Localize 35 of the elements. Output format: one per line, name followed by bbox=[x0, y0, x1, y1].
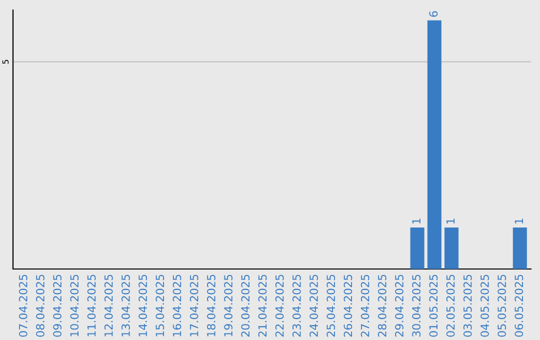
x-tick-label: 13.04.2025 bbox=[122, 274, 130, 336]
x-tick-label: 15.04.2025 bbox=[156, 274, 164, 336]
x-tick-label: 23.04.2025 bbox=[292, 274, 301, 337]
x-tick-label: 27.04.2025 bbox=[360, 274, 370, 337]
x-tick-label: 08.04.2025 bbox=[36, 274, 44, 337]
x-tick-label: 14.04.2025 bbox=[138, 274, 148, 336]
data-label: 1 bbox=[446, 218, 455, 224]
x-tick-label: 30.04.2025 bbox=[412, 274, 421, 337]
x-tick-label: 26.04.2025 bbox=[344, 274, 352, 337]
x-tick-label: 02.05.2025 bbox=[446, 274, 455, 337]
x-tick-label: 16.04.2025 bbox=[172, 274, 182, 336]
x-tick-label: 25.04.2025 bbox=[326, 274, 336, 337]
x-tick-label: 12.04.2025 bbox=[104, 274, 113, 336]
x-tick-label: 04.05.2025 bbox=[480, 274, 489, 337]
x-tick-label: 17.04.2025 bbox=[190, 274, 198, 336]
x-tick-label: 20.04.2025 bbox=[241, 274, 250, 337]
x-tick-label: 22.04.2025 bbox=[275, 274, 284, 337]
x-tick-label: 28.04.2025 bbox=[378, 274, 386, 337]
x-tick-label: 29.04.2025 bbox=[395, 274, 404, 337]
x-tick-label: 11.04.2025 bbox=[87, 274, 96, 336]
x-tick-label: 18.04.2025 bbox=[206, 274, 216, 336]
data-label: 6 bbox=[429, 11, 438, 17]
x-tick-label: 05.05.2025 bbox=[498, 274, 506, 337]
x-tick-label: 06.05.2025 bbox=[514, 274, 524, 337]
x-tick-label: 24.04.2025 bbox=[310, 274, 318, 337]
x-tick-label: 03.05.2025 bbox=[463, 274, 472, 337]
x-tick-label: 10.04.2025 bbox=[70, 274, 79, 336]
data-label: 1 bbox=[514, 218, 523, 224]
x-tick-label: 09.04.2025 bbox=[53, 274, 62, 337]
x-tick-label: 21.04.2025 bbox=[258, 274, 267, 337]
x-tick-label: 19.04.2025 bbox=[224, 274, 232, 336]
x-tick-label: 01.05.2025 bbox=[429, 274, 438, 337]
data-label: 1 bbox=[412, 218, 420, 224]
y-tick-label: 5 bbox=[2, 60, 9, 64]
x-tick-label: 07.04.2025 bbox=[18, 274, 28, 337]
